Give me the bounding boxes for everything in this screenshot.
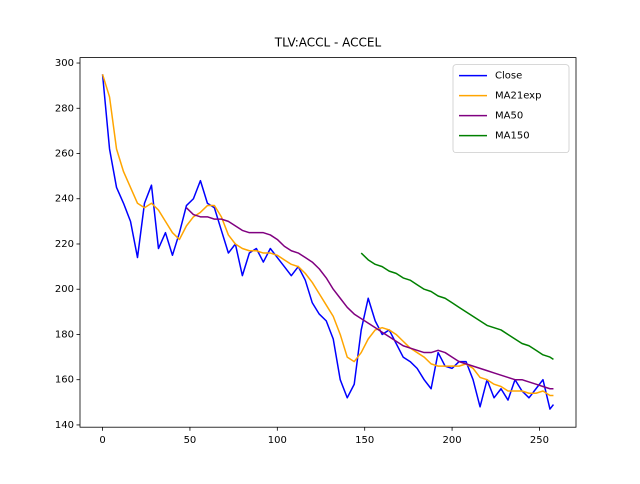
x-tick-label: 150 — [355, 435, 374, 446]
legend-box — [452, 64, 570, 153]
line-series — [101, 74, 554, 397]
line-series — [101, 74, 555, 410]
line-series — [185, 207, 554, 390]
x-tick-label: 50 — [184, 435, 197, 446]
y-tick-label: 300 — [55, 58, 74, 69]
x-tick-label: 0 — [99, 435, 105, 446]
y-tick-label: 140 — [55, 420, 74, 431]
x-tick-label: 200 — [443, 435, 462, 446]
line-series — [360, 252, 554, 360]
legend-label: MA150 — [495, 131, 530, 142]
legend-label: MA21exp — [495, 91, 541, 102]
legend-label: Close — [495, 71, 522, 82]
y-tick-label: 260 — [55, 149, 74, 160]
x-tick-label: 250 — [530, 435, 549, 446]
legend-label: MA50 — [495, 111, 523, 122]
y-tick-label: 240 — [55, 194, 74, 205]
y-tick-label: 160 — [55, 375, 74, 386]
plot-frame — [79, 57, 577, 428]
y-tick-label: 220 — [55, 239, 74, 250]
y-tick-label: 280 — [55, 103, 74, 114]
x-tick-label: 100 — [268, 435, 287, 446]
chart-title: TLV:ACCL - ACCEL — [274, 36, 382, 50]
y-tick-label: 200 — [55, 284, 74, 295]
y-tick-label: 180 — [55, 329, 74, 340]
